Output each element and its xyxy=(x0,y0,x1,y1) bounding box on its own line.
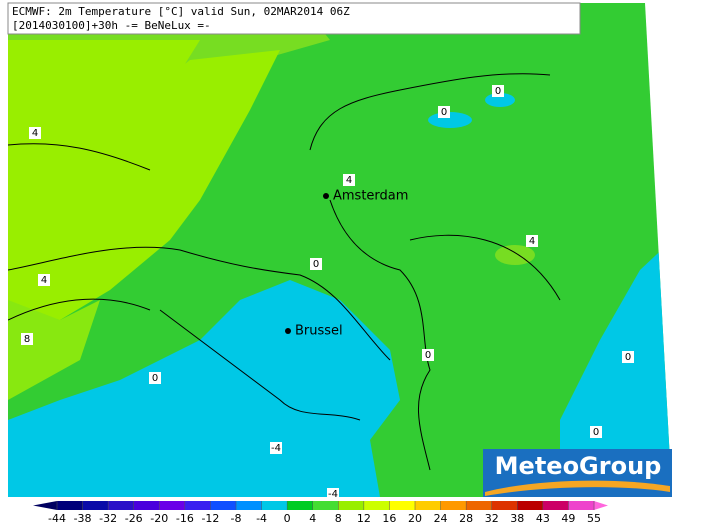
contour-label: 0 xyxy=(625,352,631,363)
colorbar-label: 55 xyxy=(587,512,601,525)
colorbar-label: 20 xyxy=(408,512,422,525)
colorbar-segment xyxy=(466,501,493,510)
contour-label: 0 xyxy=(313,259,319,270)
contour-label: 0 xyxy=(593,427,599,438)
contour-label: 4 xyxy=(32,128,38,139)
region-light xyxy=(8,40,280,340)
colorbar-segment xyxy=(261,501,288,510)
colorbar-label: 16 xyxy=(382,512,396,525)
contour-label-box xyxy=(38,274,50,286)
colorbar-segment xyxy=(312,501,339,510)
contour-label-box xyxy=(492,85,504,97)
colorbar-segment xyxy=(184,501,211,510)
header-box xyxy=(7,2,581,35)
city-label: Amsterdam xyxy=(333,189,408,204)
colorbar-label: 12 xyxy=(357,512,371,525)
logo-swoosh xyxy=(485,480,670,496)
colorbar-label: -44 xyxy=(48,512,66,525)
contour-label-box xyxy=(422,349,434,361)
contour-label: 8 xyxy=(24,334,30,345)
city-dot xyxy=(285,328,291,334)
contour-label-box xyxy=(310,258,322,270)
colorbar-high xyxy=(594,501,608,510)
contour-label: 0 xyxy=(495,86,501,97)
contour-label: 0 xyxy=(425,350,431,361)
colorbar-label: 24 xyxy=(434,512,448,525)
colorbar-label: 32 xyxy=(485,512,499,525)
contour-label-box xyxy=(21,333,33,345)
colorbar-segment xyxy=(338,501,365,510)
contour-label-box xyxy=(327,488,339,500)
colorbar-segment xyxy=(159,501,186,510)
colorbar-segment xyxy=(440,501,467,510)
contour-label-box xyxy=(526,235,538,247)
colorbar-segment xyxy=(108,501,135,510)
colorbar-label: 0 xyxy=(284,512,291,525)
colorbar-label: 49 xyxy=(561,512,575,525)
contour-label-box xyxy=(149,372,161,384)
contour-label-box xyxy=(270,442,282,454)
city-label: Brussel xyxy=(295,324,343,339)
colorbar-label: -8 xyxy=(231,512,242,525)
contour-label-box xyxy=(343,174,355,186)
colorbar-label: 28 xyxy=(459,512,473,525)
colorbar-segment xyxy=(389,501,416,510)
contour-label: 4 xyxy=(529,236,535,247)
colorbar-segment xyxy=(491,501,518,510)
country-borders xyxy=(8,73,561,471)
colorbar-label: -26 xyxy=(125,512,143,525)
contour-label: 4 xyxy=(346,175,352,186)
contour-label-box xyxy=(438,106,450,118)
contour-label: 0 xyxy=(441,107,447,118)
region-cold xyxy=(8,280,400,497)
contour-label-box xyxy=(29,127,41,139)
colorbar-segment xyxy=(57,501,84,510)
colorbar-label: -38 xyxy=(74,512,92,525)
colorbar-label: -16 xyxy=(176,512,194,525)
colorbar-label: -12 xyxy=(201,512,219,525)
region-coast xyxy=(8,300,100,400)
contour-label: -4 xyxy=(271,443,281,454)
colorbar-label: -20 xyxy=(150,512,168,525)
colorbar-low xyxy=(33,501,57,510)
colorbar-label: -4 xyxy=(256,512,267,525)
contour-label: 4 xyxy=(41,275,47,286)
colorbar-label: 8 xyxy=(335,512,342,525)
warm-patch xyxy=(495,245,535,265)
colorbar-segment xyxy=(82,501,109,510)
colorbar-segment xyxy=(287,501,314,510)
colorbar-segment xyxy=(236,501,263,510)
colorbar-segment xyxy=(542,501,569,510)
colorbar-label: -32 xyxy=(99,512,117,525)
region-cold-east xyxy=(560,240,672,497)
logo-text: MeteoGroup xyxy=(495,452,662,480)
colorbar-segment xyxy=(415,501,442,510)
colorbar-label: 43 xyxy=(536,512,550,525)
header-line: ECMWF: 2m Temperature [°C] valid Sun, 02… xyxy=(12,5,350,18)
colorbar-label: 38 xyxy=(510,512,524,525)
colorbar-segment xyxy=(210,501,237,510)
colorbar-label: 4 xyxy=(309,512,316,525)
header-line: [2014030100]+30h -= BeNeLux =- xyxy=(12,19,211,32)
colorbar-segment xyxy=(568,501,595,510)
contour-label: -4 xyxy=(328,489,338,500)
colorbar-segment xyxy=(363,501,390,510)
contour-label: 0 xyxy=(152,373,158,384)
contour-label-box xyxy=(622,351,634,363)
city-dot xyxy=(323,193,329,199)
colorbar-segment xyxy=(517,501,544,510)
colorbar-segment xyxy=(133,501,160,510)
contour-label-box xyxy=(590,426,602,438)
